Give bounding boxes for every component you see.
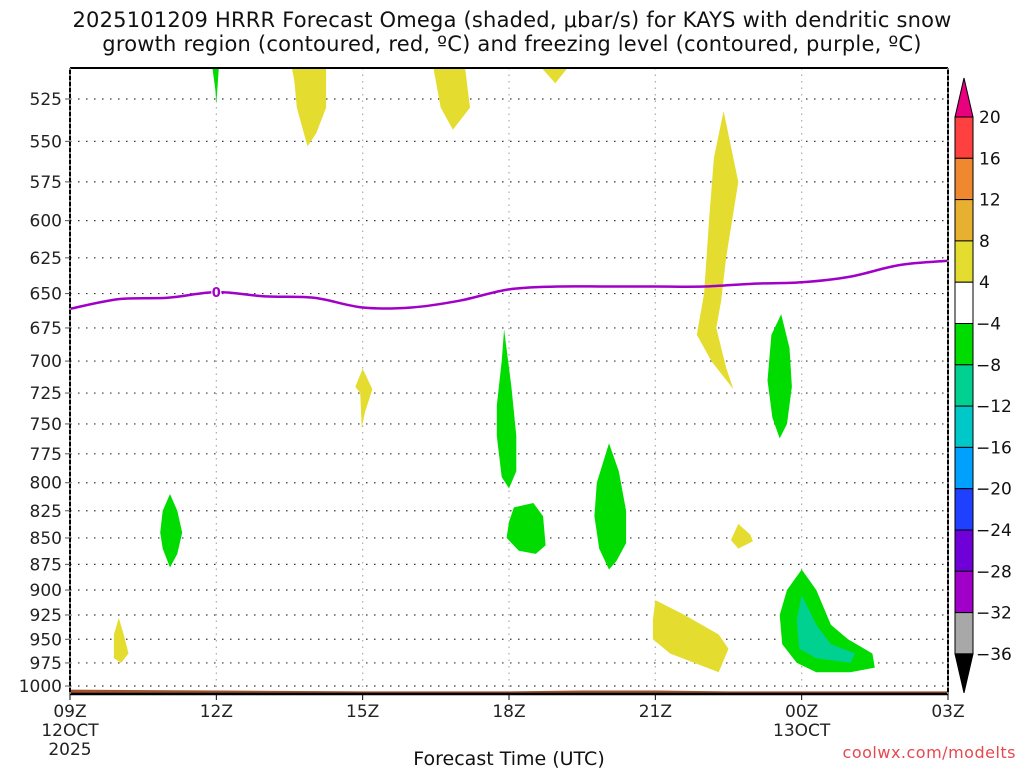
chart-title-line-1: 2025101209 HRRR Forecast Omega (shaded, … xyxy=(72,8,952,32)
x-tick-label: 09Z xyxy=(53,702,86,722)
omega-region-yellow-22z-tall xyxy=(696,111,739,390)
chart-title-line-2: growth region (contoured, red, ºC) and f… xyxy=(102,32,922,56)
freezing-level-label: 0 xyxy=(212,286,221,301)
colorbar-arrow-top xyxy=(954,77,974,118)
y-tick-label: 850 xyxy=(30,529,62,549)
y-tick-label: 950 xyxy=(30,630,62,650)
x-tick-sublabel: 12OCT xyxy=(41,721,99,741)
y-tick-label: 725 xyxy=(30,384,62,404)
colorbar-label: −24 xyxy=(976,521,1012,541)
omega-region-yellow-14z-top xyxy=(291,68,327,147)
colorbar-label: −20 xyxy=(976,480,1012,500)
colorbar-swatch xyxy=(954,281,974,325)
colorbar-label: −8 xyxy=(976,356,1001,376)
colorbar-label: −4 xyxy=(976,315,1001,335)
colorbar-swatch xyxy=(954,157,974,201)
omega-region-yellow-21z-bottom xyxy=(652,600,729,673)
x-tick-label: 03Z xyxy=(931,702,964,722)
y-tick-label: 550 xyxy=(30,132,62,152)
y-tick-label: 700 xyxy=(30,352,62,372)
x-tick-sublabel: 2025 xyxy=(48,740,91,760)
colorbar-label: 12 xyxy=(979,191,1001,211)
y-tick-label: 925 xyxy=(30,606,62,626)
credit-link[interactable]: coolwx.com/modelts xyxy=(843,743,1016,762)
x-tick-label: 00Z xyxy=(785,702,818,722)
colorbar-label: −28 xyxy=(976,562,1012,582)
colorbar-label: 20 xyxy=(979,108,1001,128)
colorbar-swatch xyxy=(954,364,974,407)
omega-region-teal-00z-bottom xyxy=(796,595,856,663)
x-tick-label: 15Z xyxy=(346,702,379,722)
colorbar-swatch xyxy=(954,323,974,366)
omega-region-yellow-2230z-small xyxy=(730,523,753,549)
colorbar-swatch xyxy=(954,240,974,283)
omega-region-yellow-19z-top xyxy=(541,68,568,84)
colorbar: 20 16 12 8 4 −4 −8 −12 −16 −20 −24 −28 −32 −36 xyxy=(954,77,1012,694)
omega-region-green-17z-tall xyxy=(496,329,517,489)
y-tick-label: 750 xyxy=(30,415,62,435)
y-tick-label: 600 xyxy=(30,212,62,232)
y-tick-label: 675 xyxy=(30,319,62,339)
colorbar-swatch xyxy=(954,570,974,614)
omega-region-green-18z xyxy=(506,503,546,554)
y-tick-label: 775 xyxy=(30,445,62,465)
colorbar-swatch xyxy=(954,199,974,242)
colorbar-label: −12 xyxy=(976,397,1012,417)
y-tick-label: 1000 xyxy=(19,677,62,697)
omega-region-yellow-0930z-bottom xyxy=(113,617,129,663)
y-tick-label: 625 xyxy=(30,249,62,269)
colorbar-label: −32 xyxy=(976,604,1012,624)
omega-region-green-11z xyxy=(160,494,183,568)
y-tick-label: 875 xyxy=(30,555,62,575)
x-tick-label: 18Z xyxy=(492,702,525,722)
colorbar-label: −36 xyxy=(976,645,1012,665)
colorbar-swatch xyxy=(954,488,974,531)
x-tick-label: 12Z xyxy=(200,702,233,722)
y-tick-label: 650 xyxy=(30,285,62,305)
y-axis: 525 550 575 600 625 650 675 700 725 750 775 800 825 8… xyxy=(19,90,70,697)
chart-title: 2025101209 HRRR Forecast Omega (shaded, … xyxy=(0,8,1024,56)
colorbar-label: 16 xyxy=(979,149,1001,169)
colorbar-swatch xyxy=(954,529,974,572)
y-tick-label: 800 xyxy=(30,474,62,494)
freezing-level-label-bg xyxy=(211,285,222,300)
y-tick-label: 525 xyxy=(30,90,62,110)
colorbar-arrow-bottom xyxy=(954,653,974,694)
colorbar-swatch xyxy=(954,116,974,159)
x-tick-label: 21Z xyxy=(639,702,672,722)
colorbar-label: 4 xyxy=(979,273,990,293)
x-tick-sublabel: 13OCT xyxy=(773,721,831,741)
omega-shaded-regions xyxy=(113,68,875,673)
y-tick-label: 975 xyxy=(30,654,62,674)
colorbar-label: 8 xyxy=(979,232,990,252)
colorbar-label: −16 xyxy=(976,438,1012,458)
freezing-level-contour: 0 xyxy=(69,259,949,311)
y-tick-label: 900 xyxy=(30,581,62,601)
freezing-level-line xyxy=(69,259,949,311)
omega-region-yellow-1630z-top xyxy=(433,68,470,130)
omega-region-green-12z-top xyxy=(212,68,219,105)
x-axis-label: Forecast Time (UTC) xyxy=(413,748,604,768)
colorbar-swatch xyxy=(954,405,974,448)
colorbar-swatch xyxy=(954,612,974,655)
omega-region-yellow-15z-small xyxy=(355,368,373,428)
colorbar-swatch xyxy=(954,446,974,490)
omega-region-green-20z xyxy=(594,443,627,570)
y-tick-label: 575 xyxy=(30,173,62,193)
y-tick-label: 825 xyxy=(30,502,62,522)
omega-region-green-2330z xyxy=(767,314,792,439)
